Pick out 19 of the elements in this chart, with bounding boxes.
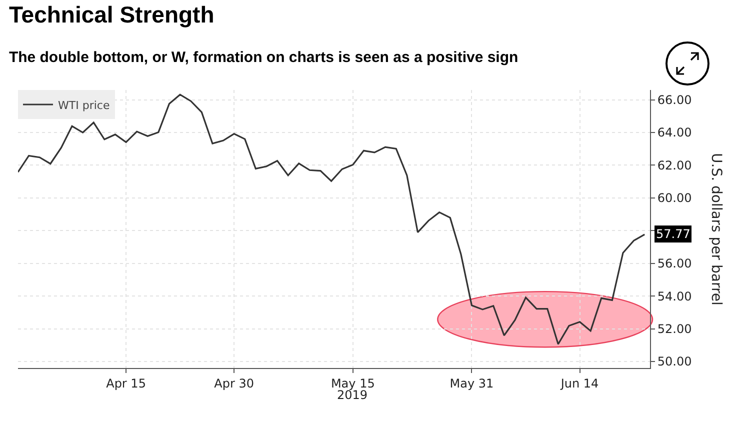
y-tick-label: 60.00	[657, 191, 692, 206]
x-tick-label: May 31	[450, 376, 494, 390]
line-series	[18, 94, 646, 345]
x-tick-label: Apr 30	[214, 376, 254, 390]
text: 57.77	[656, 227, 690, 241]
y-tick-label: 56.00	[657, 256, 692, 271]
y-axis-title: U.S. dollars per barrel	[708, 153, 724, 306]
legend-label: WTI price	[58, 98, 110, 112]
chart-title: Technical Strength	[8, 2, 214, 28]
y-tick-label: 50.00	[657, 354, 692, 369]
y-tick-label: 64.00	[657, 126, 692, 140]
y-tick-label: 52.00	[657, 322, 692, 336]
y-tick-label: 54.00	[657, 289, 692, 304]
x-tick-label: Jun 14	[560, 376, 599, 390]
y-tick-label: 62.00	[657, 158, 692, 172]
x-tick-label: May 15	[330, 376, 375, 390]
y-tick-label: 66.00	[657, 93, 692, 108]
x-tick-label: Apr 15	[106, 376, 146, 390]
chart-subtitle: The double bottom, or W, formation on charts is seen as a positive sign	[8, 49, 518, 66]
